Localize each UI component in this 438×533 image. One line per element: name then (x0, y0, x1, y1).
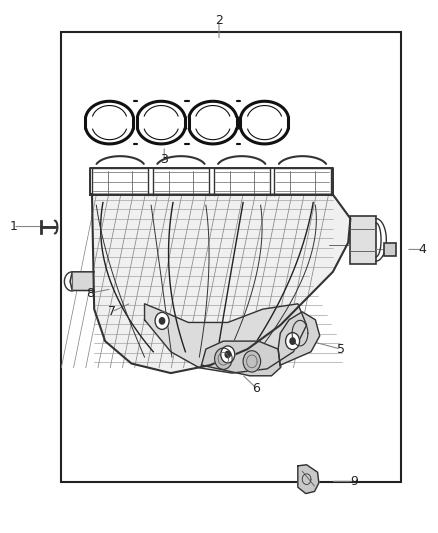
Text: 5: 5 (337, 343, 345, 356)
Text: 1: 1 (9, 220, 17, 233)
Circle shape (155, 312, 169, 329)
Circle shape (221, 346, 235, 363)
Text: 9: 9 (350, 475, 358, 488)
Bar (61, 32, 401, 482)
Text: 8: 8 (86, 287, 94, 300)
Circle shape (159, 318, 165, 324)
Polygon shape (92, 195, 350, 373)
Text: 7: 7 (108, 305, 116, 318)
Polygon shape (298, 465, 319, 494)
Text: 4: 4 (419, 243, 427, 256)
Bar (384, 243, 396, 256)
Polygon shape (145, 304, 307, 373)
Circle shape (243, 351, 261, 372)
Circle shape (225, 351, 230, 358)
Text: 6: 6 (252, 382, 260, 394)
Text: 3: 3 (160, 154, 168, 166)
Circle shape (215, 348, 232, 369)
Circle shape (286, 333, 300, 350)
Polygon shape (70, 272, 94, 290)
Circle shape (290, 338, 295, 344)
Polygon shape (278, 312, 320, 365)
Polygon shape (201, 341, 280, 376)
Bar (350, 216, 376, 264)
Text: 2: 2 (215, 14, 223, 27)
